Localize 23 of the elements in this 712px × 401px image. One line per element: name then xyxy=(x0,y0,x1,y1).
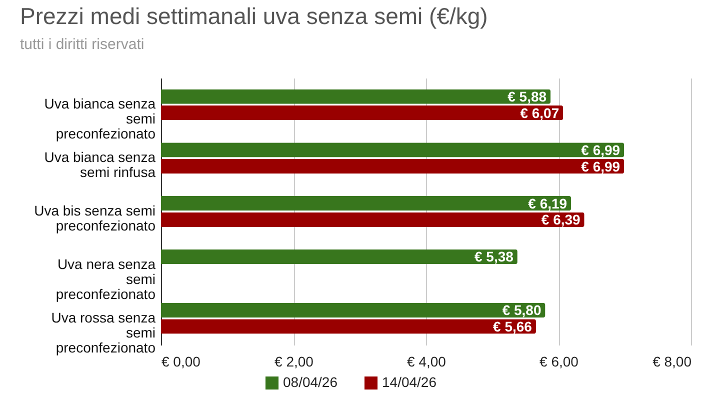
data-label: € 6,39 xyxy=(541,212,581,228)
data-label: € 6,19 xyxy=(528,195,568,212)
x-tick-label: € 6,00 xyxy=(540,354,579,370)
data-label: € 6,07 xyxy=(520,104,560,121)
y-tick-label: Uva rossa senza semi preconfezionato xyxy=(51,309,156,356)
x-tick-label: € 4,00 xyxy=(407,354,446,370)
data-label: € 5,38 xyxy=(474,248,514,265)
y-tick-label: Uva bianca senza semi rinfusa xyxy=(44,149,156,180)
legend-label: 14/04/26 xyxy=(382,374,437,390)
data-label: € 5,88 xyxy=(508,88,547,105)
x-tick-label: € 0,00 xyxy=(162,354,201,370)
chart-subtitle: tutti i diritti riservati xyxy=(20,36,144,53)
y-tick-label: Uva nera senza semi preconfezionato xyxy=(56,256,156,302)
data-label: € 5,80 xyxy=(502,302,542,318)
data-label: € 6,99 xyxy=(581,142,620,158)
y-tick-label: Uva bis senza semi preconfezionato xyxy=(34,202,156,234)
x-tick-label: € 8,00 xyxy=(652,354,692,370)
x-tick-label: € 2,00 xyxy=(274,354,314,370)
chart-title: Prezzi medi settimanali uva senza semi (€/kg) xyxy=(20,3,488,29)
y-tick-label: Uva bianca senza semi preconfezionato xyxy=(44,96,156,142)
legend-label: 08/04/26 xyxy=(283,374,338,390)
data-label: € 6,99 xyxy=(581,158,620,174)
data-label: € 5,66 xyxy=(493,318,532,334)
